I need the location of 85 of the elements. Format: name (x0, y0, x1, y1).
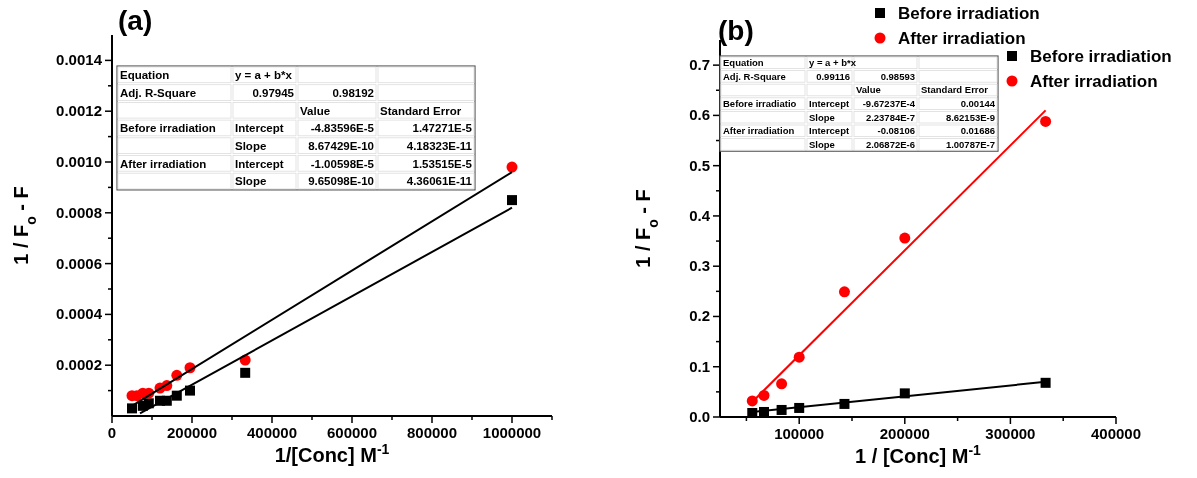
x-tick-label: 400000 (246, 424, 298, 441)
annotation: Equation (120, 69, 170, 82)
legend-label: Before irradiation (1030, 47, 1172, 66)
annotation: Intercept (235, 122, 284, 135)
y-tick-label: 0.1 (689, 357, 710, 375)
point (127, 403, 137, 414)
annotation: 0.97945 (252, 86, 295, 99)
y-tick-label: 0.0 (689, 408, 710, 425)
x-tick-label: 200000 (879, 425, 930, 442)
legend-label: Before irradiation (898, 4, 1040, 23)
annotation: 0.00144 (960, 98, 996, 109)
annotation: Slope (809, 138, 835, 150)
annotation: Intercept (809, 98, 850, 109)
annotation: After irradiation (723, 125, 795, 137)
x-tick-label: 800000 (406, 424, 458, 441)
annotation: 1.47271E-5 (412, 122, 473, 135)
annotation: Adj. R-Square (120, 86, 197, 99)
legend-label: After irradiation (898, 29, 1026, 48)
annotation: 8.67429E-10 (308, 140, 374, 153)
y-tick-label: 0.4 (689, 206, 711, 224)
x-tick-label: 300000 (985, 425, 1036, 442)
y-tick-label: 0.5 (689, 156, 710, 174)
annotation: 0.99116 (816, 70, 850, 82)
point (899, 232, 911, 244)
y-tick-label: 0.0002 (56, 356, 102, 374)
point (838, 286, 850, 298)
y-tick-label: 0.0014 (56, 51, 103, 69)
chart-title: (b) (718, 15, 754, 46)
annotation: Value (856, 84, 881, 96)
annotation: Standard Error (921, 84, 989, 96)
y-tick-label: 0.0010 (56, 153, 102, 170)
x-axis-title: 1/[Conc] M$^{-1}$ (274, 441, 390, 466)
annotation: -4.83596E-5 (310, 122, 375, 135)
annotation: 2.23784E-7 (865, 111, 915, 123)
annotation: 2.06872E-6 (865, 138, 915, 150)
chart-title: (a) (118, 5, 153, 36)
y-tick-label: 0.7 (689, 56, 710, 74)
point (1040, 377, 1051, 388)
annotation: 1.53515E-5 (412, 157, 473, 170)
legend-label: After irradiation (1030, 72, 1158, 91)
y-tick-label: 0.0012 (56, 102, 102, 120)
x-tick-label: 200000 (166, 424, 218, 441)
x-tick-label: 100000 (774, 425, 825, 442)
y-tick-label: 0.2 (689, 307, 710, 325)
annotation: 4.36061E-11 (406, 175, 473, 188)
point (776, 378, 788, 390)
point (506, 161, 518, 173)
annotation: Before irradiatio (723, 98, 797, 109)
annotation: 0.01686 (960, 125, 995, 137)
annotation: 8.62153E-9 (945, 111, 995, 123)
annotation: 0.98593 (880, 70, 915, 82)
annotation: Before irradiation (120, 122, 216, 135)
x-tick-label: 1000000 (482, 424, 542, 441)
x-tick-label: 400000 (1090, 425, 1142, 442)
annotation: Slope (809, 111, 835, 123)
point (185, 385, 195, 396)
annotation: Value (300, 104, 331, 117)
annotation: Standard Error (380, 104, 462, 117)
x-tick-label: 600000 (326, 424, 378, 441)
annotation: -0.08106 (877, 125, 915, 137)
annotation: Adj. R-Square (723, 70, 786, 82)
annotation: After irradiation (120, 157, 207, 170)
x-axis-title: 1 / [Conc] M$^{-1}$ (855, 442, 982, 467)
y-tick-label: 0.0004 (56, 305, 103, 323)
annotation: Intercept (235, 157, 284, 170)
annotation: 9.65098E-10 (308, 175, 374, 188)
y-tick-label: 0.6 (689, 106, 710, 124)
annotation: y = a + b*x (809, 57, 857, 69)
annotation: y = a + b*x (235, 69, 293, 82)
annotation: 1.00787E-7 (945, 138, 995, 150)
annotation: Slope (235, 140, 267, 153)
annotation: -9.67237E-4 (862, 98, 916, 109)
annotation: 0.98192 (332, 86, 374, 99)
annotation: Equation (723, 57, 764, 69)
annotation: -1.00598E-5 (310, 157, 375, 170)
annotation: Slope (235, 175, 267, 188)
annotation: 4.18323E-11 (406, 140, 473, 153)
point (1040, 115, 1052, 127)
annotation: Intercept (809, 125, 850, 137)
y-tick-label: 0.0008 (56, 203, 102, 221)
x-tick-label: 0 (107, 424, 117, 441)
point (507, 195, 517, 206)
y-tick-label: 0.3 (689, 257, 710, 275)
y-tick-label: 0.0006 (56, 254, 102, 272)
point (240, 367, 251, 378)
